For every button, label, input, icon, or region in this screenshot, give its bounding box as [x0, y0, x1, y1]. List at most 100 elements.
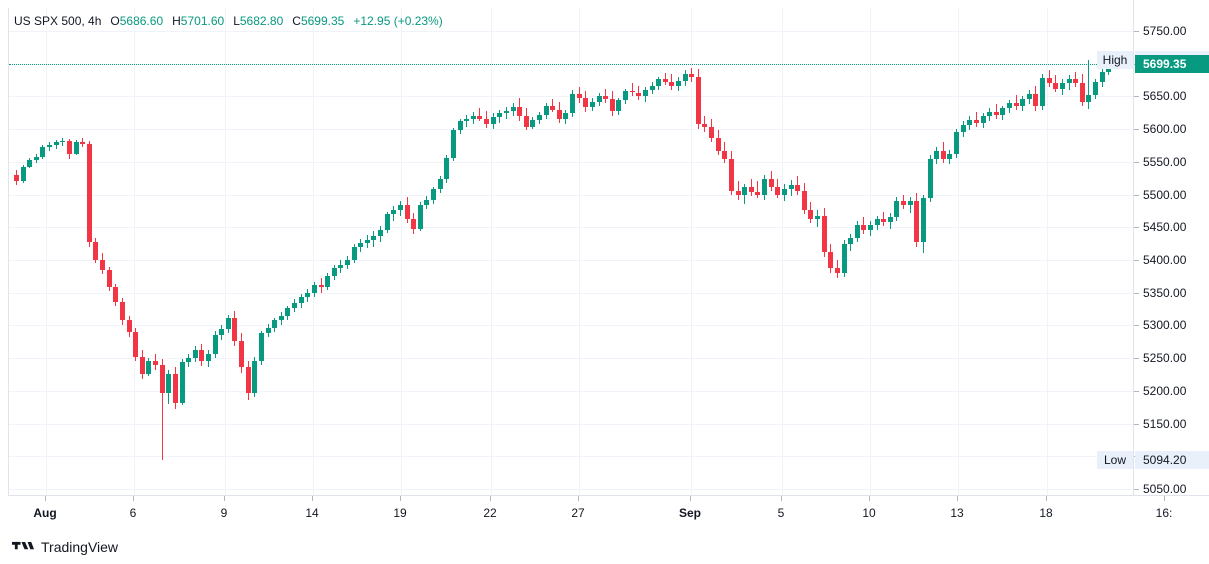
time-axis-label: 9	[220, 506, 228, 520]
gridline-horizontal	[9, 195, 1133, 196]
candle-body	[563, 113, 568, 119]
candle-body	[636, 92, 641, 97]
candle-body	[1080, 83, 1085, 102]
candle-body	[173, 373, 178, 403]
candle-body	[550, 105, 555, 110]
candle-body	[855, 224, 860, 238]
candle-body	[279, 316, 284, 321]
candle-body	[266, 328, 271, 334]
time-axis-tick	[578, 496, 579, 501]
candle-body	[246, 367, 251, 394]
price-axis-label: 5050.00	[1143, 482, 1187, 496]
candle-body	[47, 144, 52, 148]
candle-body	[100, 260, 105, 271]
time-axis-tick	[400, 496, 401, 501]
candle-body	[1040, 78, 1045, 106]
candle-body	[762, 178, 767, 195]
candle-body	[232, 317, 237, 342]
candle-body	[782, 189, 787, 195]
gridline-vertical	[1047, 8, 1048, 495]
candle-body	[471, 116, 476, 119]
candle-body	[107, 270, 112, 288]
tradingview-logo[interactable]: TradingView	[12, 538, 118, 556]
price-axis-tick	[1134, 162, 1139, 163]
price-axis-label: 5550.00	[1143, 155, 1187, 169]
candle-body	[802, 190, 807, 211]
gridline-horizontal	[9, 31, 1133, 32]
ohlc-open: O5686.60	[110, 13, 163, 29]
ohlc-low-key: L	[233, 14, 240, 28]
candle-body	[54, 142, 59, 145]
price-axis-tick	[1134, 293, 1139, 294]
candle-body	[391, 210, 396, 215]
candle-wick	[883, 211, 884, 226]
candle-body	[180, 362, 185, 403]
candle-body	[630, 91, 635, 93]
candle-body	[199, 350, 204, 361]
candle-body	[530, 119, 535, 127]
candle-body	[934, 151, 939, 160]
current-price-tag[interactable]: 5699.35	[1135, 55, 1209, 73]
candle-body	[769, 178, 774, 187]
symbol-label[interactable]: US SPX 500, 4h	[14, 14, 102, 28]
candle-body	[1060, 83, 1065, 89]
price-axis-label: 5300.00	[1143, 318, 1187, 332]
candle-body	[928, 159, 933, 199]
candle-wick	[552, 99, 553, 113]
candle-body	[789, 185, 794, 190]
price-axis-tick	[1134, 195, 1139, 196]
price-axis-label: 5200.00	[1143, 384, 1187, 398]
candle-body	[749, 186, 754, 192]
candle-body	[74, 142, 79, 154]
high-marker-label: High	[1097, 51, 1133, 69]
time-axis[interactable]: Aug 6 9 14 19 22 27 Sep 5 10 13 18 16:	[8, 495, 1209, 529]
chart-legend[interactable]: US SPX 500, 4h O5686.60 H5701.60 L5682.8…	[14, 13, 443, 29]
candle-body	[742, 186, 747, 195]
vertical-gridlines	[9, 8, 1133, 495]
tradingview-wordmark: TradingView	[41, 539, 119, 555]
gridline-horizontal	[9, 391, 1133, 392]
candle-body	[146, 360, 151, 374]
candle-body	[881, 219, 886, 223]
candle-body	[848, 237, 853, 245]
price-axis-label: 5250.00	[1143, 351, 1187, 365]
candle-body	[153, 360, 158, 365]
gridline-horizontal	[9, 424, 1133, 425]
candle-body	[206, 354, 211, 361]
candle-wick	[910, 197, 911, 213]
price-axis-label: 5450.00	[1143, 220, 1187, 234]
candle-body	[1020, 99, 1025, 106]
gridline-horizontal	[9, 162, 1133, 163]
gridline-vertical	[46, 8, 47, 495]
price-axis-tick	[1134, 129, 1139, 130]
chart-plot-area[interactable]	[8, 8, 1133, 495]
candle-body	[908, 201, 913, 206]
candle-body	[868, 224, 873, 230]
time-axis-tick	[312, 496, 313, 501]
time-axis-tick	[224, 496, 225, 501]
candle-body	[27, 159, 32, 168]
price-axis-tick	[1134, 358, 1139, 359]
time-axis-label: 19	[393, 506, 407, 520]
price-axis-label: 5750.00	[1143, 24, 1187, 38]
time-axis-label: 18	[1039, 506, 1053, 520]
candle-body	[994, 112, 999, 115]
candle-body	[947, 154, 952, 160]
candle-body	[133, 331, 138, 357]
candle-body	[444, 157, 449, 179]
ohlc-open-key: O	[110, 14, 120, 28]
candle-body	[663, 79, 668, 83]
tradingview-logo-icon	[12, 538, 34, 557]
candle-body	[305, 292, 310, 297]
candle-body	[583, 97, 588, 107]
candle-body	[643, 89, 648, 97]
gridline-vertical	[491, 8, 492, 495]
candle-wick	[996, 104, 997, 119]
candle-body	[1000, 108, 1005, 115]
low-price-tag: 5094.20	[1135, 451, 1209, 469]
candle-body	[650, 85, 655, 90]
price-axis[interactable]: 5750.005700.005650.005600.005550.005500.…	[1133, 0, 1209, 497]
candle-body	[974, 119, 979, 123]
candle-body	[544, 105, 549, 115]
candle-body	[981, 116, 986, 123]
